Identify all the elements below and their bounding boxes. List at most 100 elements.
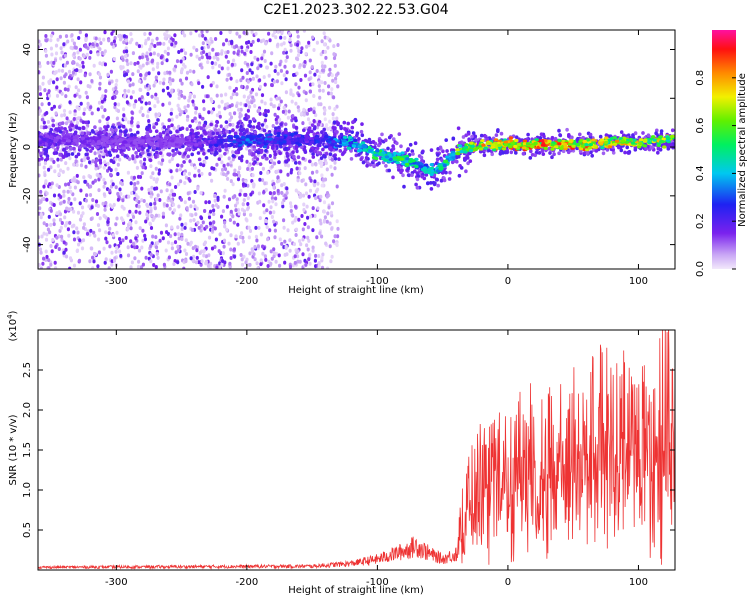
spectrogram-cell xyxy=(77,145,83,149)
spectrogram-cell xyxy=(329,164,333,169)
spectrogram-cell xyxy=(131,215,136,219)
spectrogram-cell xyxy=(210,178,214,183)
spectrogram-cell xyxy=(255,261,259,266)
spectrogram-cell xyxy=(157,171,161,176)
spectrogram-cell xyxy=(116,162,120,167)
spectrogram-cell xyxy=(237,156,242,161)
spectrogram-cell xyxy=(43,151,48,156)
spectrogram-cell xyxy=(294,82,298,87)
spectrogram-cell xyxy=(274,202,278,207)
spectrogram-cell xyxy=(310,65,314,69)
spectrogram-cell xyxy=(87,204,91,209)
spectrogram-cell xyxy=(84,90,88,95)
spectrogram-cell xyxy=(107,150,112,155)
spectrogram-cell xyxy=(97,237,101,242)
spectrogram-cell xyxy=(52,193,57,198)
spectrogram-cell xyxy=(168,130,173,135)
spectrogram-cell xyxy=(284,77,288,82)
spectrogram-cell xyxy=(168,101,172,106)
spectrogram-cell xyxy=(180,48,184,53)
spectrogram-cell xyxy=(100,51,104,55)
spectrogram-cell xyxy=(166,240,171,245)
spectrogram-cell xyxy=(323,49,327,54)
spectrogram-cell xyxy=(294,215,298,220)
spectrogram-cell xyxy=(300,46,304,51)
spectrogram-cell xyxy=(280,201,285,205)
spectrogram-cell xyxy=(141,238,145,243)
spectrogram-cell xyxy=(91,146,95,151)
spectrogram-cell xyxy=(288,238,292,243)
spectrogram-cell xyxy=(256,38,260,43)
spectrogram-cell xyxy=(218,114,222,119)
spectrogram-cell xyxy=(349,149,353,153)
spectrogram-cell xyxy=(272,254,276,259)
spectrogram-cell xyxy=(283,260,287,265)
spectrogram-cell xyxy=(131,241,135,246)
spectrogram-cell xyxy=(326,211,330,216)
spectrogram-cell xyxy=(183,33,187,38)
spectrogram-cell xyxy=(550,135,555,140)
spectrogram-cell xyxy=(297,108,301,113)
spectrogram-cell xyxy=(157,168,162,173)
spectrogram-cell xyxy=(168,159,172,164)
spectrogram-cell xyxy=(243,116,247,121)
spectrogram-cell xyxy=(152,83,156,88)
spectrogram-cell xyxy=(401,173,405,178)
spectrogram-cell xyxy=(268,38,272,43)
spectrogram-cell xyxy=(590,153,594,158)
spectrogram-cell xyxy=(89,105,93,110)
spectrogram-cell xyxy=(183,200,187,205)
spectrogram-cell xyxy=(243,60,247,65)
spectrogram-cell xyxy=(103,207,107,212)
spectrogram-cell xyxy=(123,94,127,99)
spectrogram-cell xyxy=(171,78,175,83)
spectrogram-cell xyxy=(232,247,236,252)
spectrogram-cell xyxy=(155,150,159,155)
spectrogram-cell xyxy=(146,87,150,92)
spectrogram-cell xyxy=(399,170,403,175)
spectrogram-cell xyxy=(53,260,57,265)
spectrogram-cell xyxy=(165,70,169,75)
spectrogram-cell xyxy=(168,76,172,81)
spectrogram-cell xyxy=(69,189,73,194)
spectrogram-cell xyxy=(272,161,277,166)
spectrogram-cell xyxy=(68,220,72,225)
spectrogram-cell xyxy=(252,147,257,152)
spectrogram-cell xyxy=(258,216,262,221)
spectrogram-cell xyxy=(38,61,41,66)
spectrogram-cell xyxy=(126,226,130,231)
spectrogram-cell xyxy=(118,240,123,245)
spectrogram-cell xyxy=(130,116,134,121)
spectrogram-cell xyxy=(269,205,273,210)
spectrogram-cell xyxy=(291,114,295,118)
spectrogram-cell xyxy=(225,227,229,232)
spectrogram-cell xyxy=(162,77,166,82)
spectrogram-cell xyxy=(578,132,582,137)
spectrogram-cell xyxy=(328,67,332,72)
spectrogram-cell xyxy=(173,240,178,245)
spectrogram-cell xyxy=(312,126,317,131)
spectrogram-cell xyxy=(90,205,94,210)
spectrogram-cell xyxy=(55,183,59,188)
spectrogram-cell xyxy=(333,234,337,239)
spectrogram-cell xyxy=(247,225,251,230)
spectrogram-cell xyxy=(359,157,364,162)
spectrogram-cell xyxy=(274,259,278,264)
spectrogram-cell xyxy=(246,196,250,201)
spectrogram-cell xyxy=(274,35,278,40)
spectrogram-cell xyxy=(269,61,273,66)
spectrogram-cell xyxy=(185,117,190,122)
spectrogram-cell xyxy=(260,123,265,127)
spectrogram-cell xyxy=(264,219,268,224)
spectrogram-cell xyxy=(102,177,106,182)
spectrogram-cell xyxy=(54,127,58,132)
spectrogram-cell xyxy=(480,139,485,143)
spectrogram-cell xyxy=(308,70,312,75)
spectrogram-cell xyxy=(177,182,181,187)
spectrogram-cell xyxy=(93,151,97,156)
spectrogram-cell xyxy=(44,134,50,138)
spectrogram-cell xyxy=(273,235,277,240)
spectrogram-cell xyxy=(48,182,52,187)
spectrogram-cell xyxy=(161,158,165,163)
spectrogram-cell xyxy=(259,232,263,237)
